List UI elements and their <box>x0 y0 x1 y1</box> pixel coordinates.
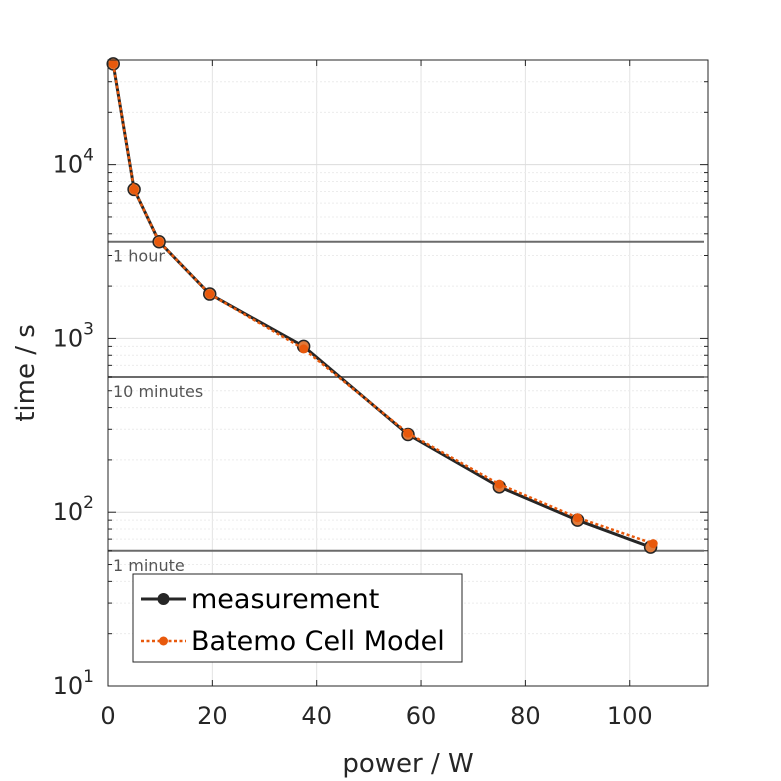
x-tick-label: 60 <box>406 702 437 730</box>
reference-lines: 1 hour 10 minutes 1 minute <box>108 240 704 575</box>
reference-line-label: 1 hour <box>113 247 165 266</box>
y-tick-base: 10 <box>53 672 84 700</box>
series-point-1 <box>494 479 504 489</box>
y-tick-base: 10 <box>53 324 84 352</box>
plot-frame <box>107 59 709 687</box>
series-point-1 <box>573 513 583 523</box>
series-point-1 <box>205 289 215 299</box>
y-tick-exponent: 3 <box>83 319 94 339</box>
y-tick-label: 103 <box>53 319 94 352</box>
series-point-1 <box>108 59 118 69</box>
y-tick-base: 10 <box>53 151 84 179</box>
y-tick-label: 104 <box>53 146 94 179</box>
x-tick-label: 20 <box>197 702 228 730</box>
y-tick-label: 101 <box>53 667 94 700</box>
series-line-1 <box>111 63 654 545</box>
legend: measurement Batemo Cell Model <box>132 573 463 663</box>
x-tick-label: 80 <box>510 702 541 730</box>
reference-line-label: 10 minutes <box>113 382 203 401</box>
series-point-1 <box>648 539 658 549</box>
legend-marker-measurement <box>157 593 170 605</box>
x-tick-label: 0 <box>100 702 115 730</box>
y-tick-label: 102 <box>53 493 94 526</box>
series-point-1 <box>299 344 309 354</box>
series-point-1 <box>403 428 413 438</box>
ticks <box>107 60 708 687</box>
x-tick-label: 100 <box>607 702 653 730</box>
y-tick-exponent: 4 <box>83 146 94 166</box>
x-axis-label: power / W <box>342 749 473 779</box>
reference-line-label: 1 minute <box>113 556 185 575</box>
y-tick-exponent: 1 <box>83 667 94 687</box>
legend-box <box>132 573 463 663</box>
y-tick-base: 10 <box>53 498 84 526</box>
x-tick-label: 40 <box>301 702 332 730</box>
y-tick-exponent: 2 <box>83 493 94 513</box>
legend-marker-batemo <box>159 636 168 646</box>
legend-label-batemo: Batemo Cell Model <box>191 626 445 657</box>
series-point-1 <box>129 184 139 194</box>
y-axis-label: time / s <box>11 324 41 422</box>
legend-label-measurement: measurement <box>191 584 379 615</box>
series-layer <box>106 57 658 554</box>
series-point-1 <box>154 237 164 247</box>
